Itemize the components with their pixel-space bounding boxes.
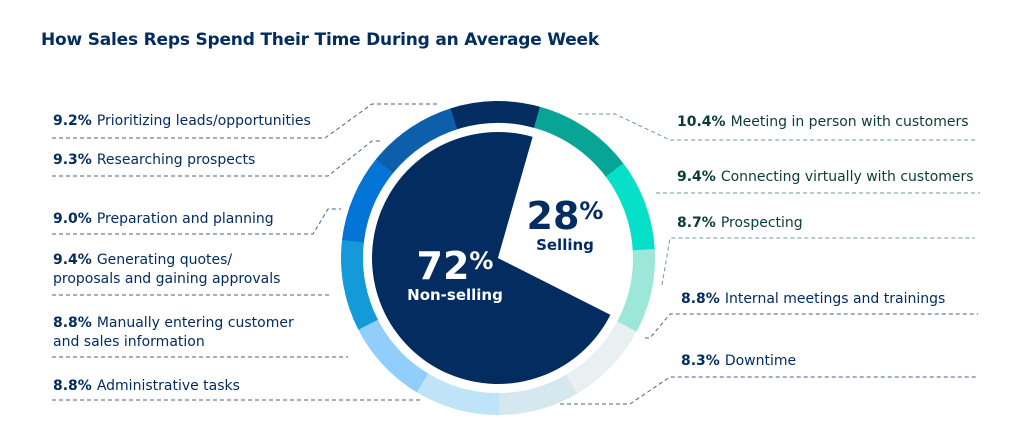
label-researching: 9.3% Researching prospects (53, 152, 256, 168)
label-prioritizing: 9.2% Prioritizing leads/opportunities (53, 113, 311, 129)
ring-segment-preparation-and-planning (342, 157, 395, 243)
label-administrative: 8.8% Administrative tasks (53, 378, 240, 394)
non-selling-value: 72 (416, 244, 470, 288)
pie-wedge-selling (498, 136, 624, 315)
ring-segment-prioritizing-leads-opportunities (450, 101, 540, 130)
leader-prioritizing (52, 103, 440, 139)
non-selling-label: 72% Non-selling (395, 246, 515, 304)
ring-segment-meeting-in-person-with-customers (533, 106, 625, 178)
ring-segment-internal-meetings-and-trainings (564, 321, 637, 395)
leader-preparation (52, 208, 341, 235)
selling-text: Selling (536, 236, 594, 254)
label-meeting: 10.4% Meeting in person with customers (677, 114, 969, 130)
ring-segment-generating-quotes (341, 238, 379, 330)
label-internal: 8.8% Internal meetings and trainings (681, 291, 946, 307)
ring-segment-researching-prospects (375, 107, 459, 174)
label-downtime: 8.3% Downtime (681, 353, 797, 369)
leader-downtime (560, 376, 978, 405)
label-connecting: 9.4% Connecting virtually with customers (677, 169, 974, 185)
label-prospecting: 8.7% Prospecting (677, 215, 803, 231)
ring-segment-downtime (497, 374, 578, 416)
ring-segment-connecting-virtually-with-customers (605, 163, 655, 252)
pie-wedge-non-selling (371, 131, 611, 385)
ring-segment-prospecting (616, 248, 655, 334)
leader-prospecting (661, 237, 975, 286)
ring-segment-manually-entering-customer (357, 318, 429, 393)
ring-segments (341, 101, 655, 416)
ring-segment-administrative-tasks (415, 372, 500, 415)
non-selling-text: Non-selling (407, 286, 503, 304)
leader-researching (52, 140, 380, 177)
leader-lines (52, 103, 980, 405)
selling-value: 28 (526, 194, 580, 238)
label-manually: 8.8% Manually entering customer and sales … (53, 315, 294, 350)
chart-title: How Sales Reps Spend Their Time During a… (41, 30, 599, 50)
label-preparation: 9.0% Preparation and planning (53, 211, 274, 227)
label-generating: 9.4% Generating quotes/proposals and gain… (53, 252, 281, 287)
leader-internal (645, 313, 978, 339)
selling-label: 28% Selling (515, 196, 615, 254)
pie-wedges (371, 131, 624, 385)
